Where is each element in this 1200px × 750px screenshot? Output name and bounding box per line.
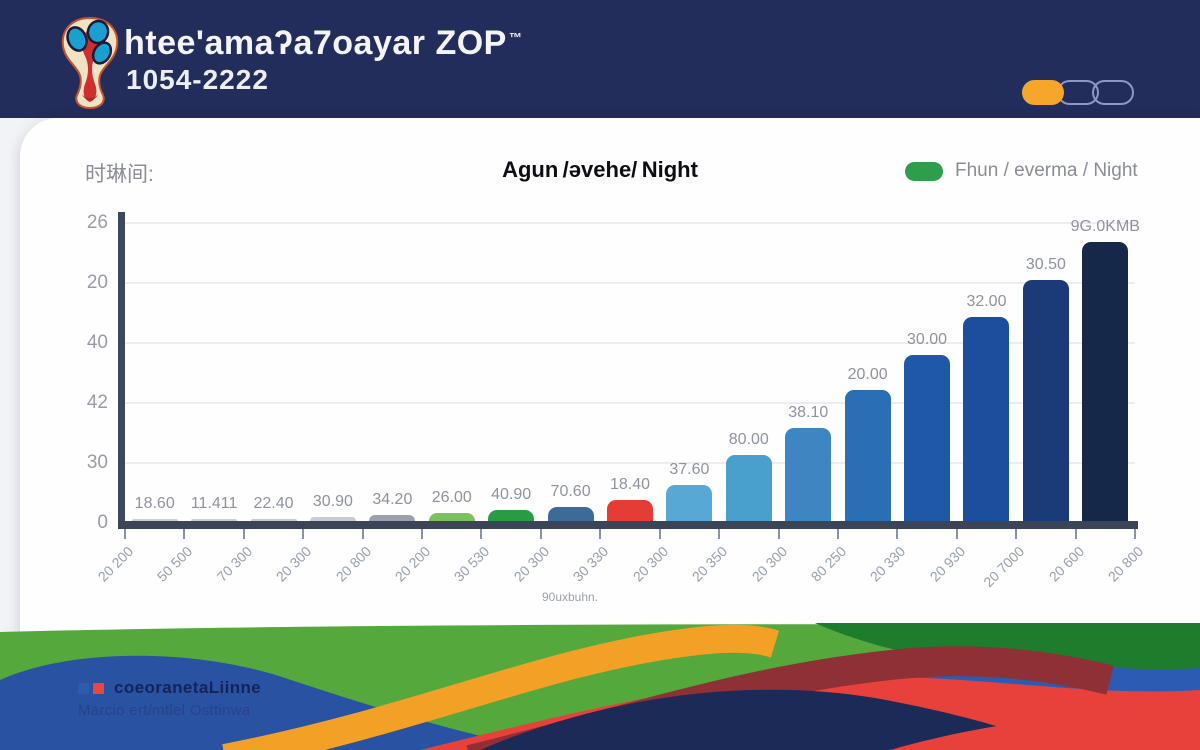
- legend-swatch[interactable]: [905, 161, 943, 181]
- page-title: htee'amaʔa7oayar ZOP ™: [124, 24, 522, 63]
- toggle-pill-active[interactable]: [1022, 80, 1064, 105]
- world-cup-trophy-logo: [61, 16, 119, 110]
- wave-orange: [222, 624, 780, 750]
- wave-navy-hill: [480, 689, 1070, 750]
- header-bar: htee'amaʔa7oayar ZOP ™ 1054-2222: [0, 0, 1200, 118]
- footer-waves: [0, 623, 1200, 750]
- brand-title: coeoranetaLiinne: [114, 678, 262, 697]
- footer-brand: coeoranetaLiinne Marcio ert/mtlel Osttin…: [78, 678, 261, 719]
- trophy-red-base: [82, 94, 98, 100]
- trophy-blue-patch-2: [86, 19, 110, 45]
- chart-title: Agun /ǝvehe/ Night: [502, 157, 698, 182]
- brand-subtitle: Marcio ert/mtlel Osttinwa: [78, 702, 251, 719]
- wave-red-corner: [890, 711, 1200, 750]
- page-title-text: htee'amaʔa7oayar ZOP: [124, 24, 507, 62]
- trophy-blue-patch-1: [66, 26, 88, 52]
- brand-red-square-icon: [93, 682, 104, 694]
- trophy-blue-patch-3: [91, 41, 113, 65]
- brand-row: coeoranetaLiinne: [78, 678, 261, 698]
- chart-card: [20, 118, 1200, 700]
- toggle-pill-3[interactable]: [1092, 80, 1134, 105]
- legend-label: Fhun / everma / Night: [955, 160, 1138, 181]
- view-toggle: [1022, 80, 1134, 105]
- brand-blue-square-icon: [78, 682, 89, 694]
- time-label: 时琳间:: [85, 163, 154, 186]
- page-subtitle: 1054-2222: [126, 64, 269, 95]
- trademark-symbol: ™: [508, 29, 523, 45]
- chart-legend: Fhun / everma / Night: [905, 160, 1138, 182]
